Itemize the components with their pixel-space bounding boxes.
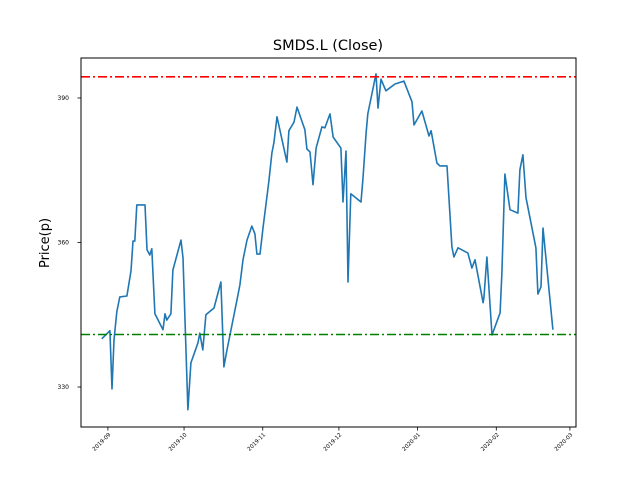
x-tick-label: 2020-02 xyxy=(480,432,500,452)
x-tick-label: 2019-10 xyxy=(168,432,189,453)
chart-title: SMDS.L (Close) xyxy=(273,38,383,54)
plot-area: 390 360 330 2019-09 2019-10 2019-11 2019-12 202… xyxy=(58,73,576,453)
x-tick-label: 2019-09 xyxy=(92,432,113,453)
y-tick-label: 330 xyxy=(58,384,70,391)
y-tick-label: 360 xyxy=(58,240,70,247)
x-tick-label: 2020-01 xyxy=(402,432,422,452)
axes-frame xyxy=(80,57,577,428)
y-tick-label: 390 xyxy=(58,95,70,102)
y-axis-label: Price(p) xyxy=(38,218,53,268)
x-tick-label: 2020-03 xyxy=(554,432,575,453)
x-tick-label: 2019-11 xyxy=(247,432,267,452)
x-tick-label: 2019-12 xyxy=(323,432,343,452)
series-line-close xyxy=(101,73,554,411)
